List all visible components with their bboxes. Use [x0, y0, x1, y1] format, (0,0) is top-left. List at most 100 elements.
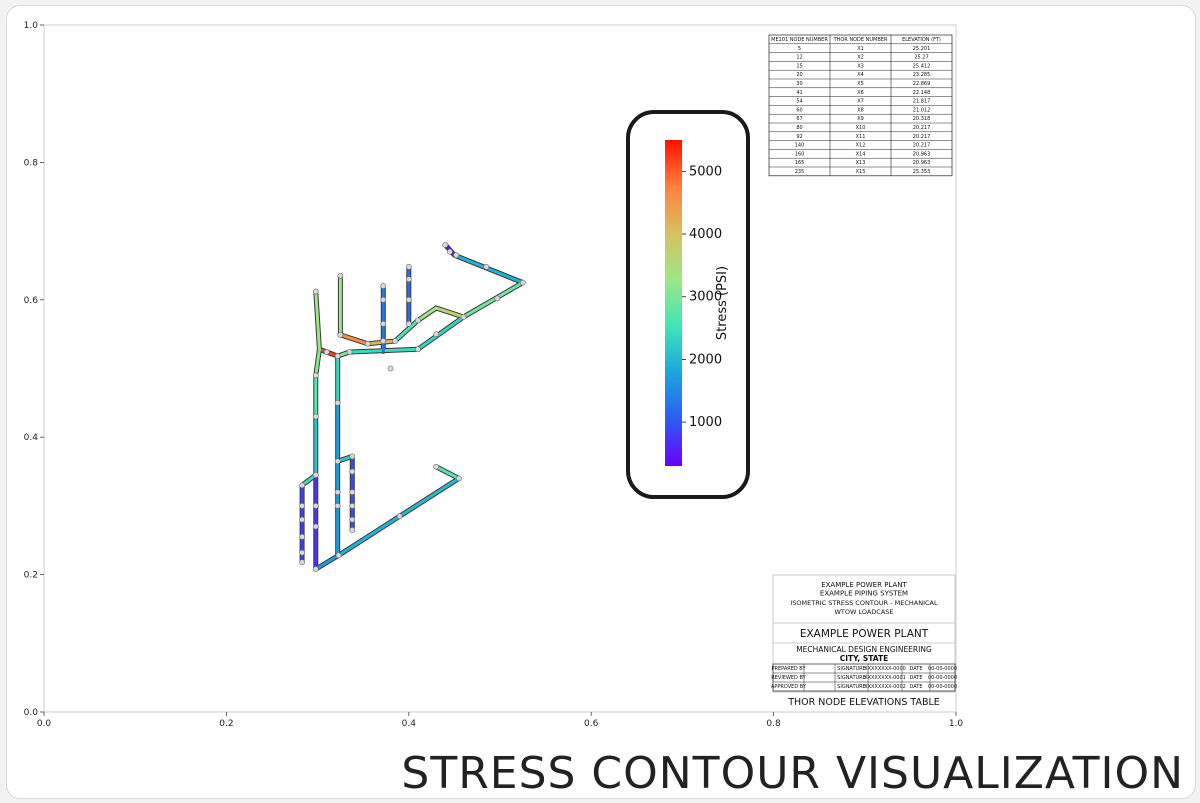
pipe-segment [393, 318, 420, 343]
signature-table-cell: DATE [909, 684, 922, 690]
x-tick-label: 0.8 [766, 719, 781, 729]
node-marker [519, 279, 526, 286]
node-table-cell: X7 [857, 99, 864, 105]
node-marker [392, 338, 399, 344]
node-table-cell: 20.217 [913, 125, 931, 131]
node-marker [349, 468, 356, 475]
pipe-segment [434, 465, 461, 480]
node-marker [323, 349, 330, 355]
signature-table-cell: REVIEWED BY [771, 675, 806, 681]
node-marker [299, 533, 305, 540]
node-table-cell: X15 [856, 169, 866, 175]
y-tick-label: 0.6 [24, 296, 39, 306]
pipe-segment [434, 306, 466, 319]
node-table-cell: X4 [857, 72, 864, 78]
node-table-header: THOR NODE NUMBER [833, 37, 888, 43]
node-table-cell: X3 [857, 63, 864, 69]
node-table-cell: X10 [856, 125, 866, 131]
x-tick-label: 0.0 [37, 719, 52, 729]
node-table-cell: X2 [857, 55, 864, 61]
pipe-segment [314, 347, 321, 377]
x-tick-label: 1.0 [949, 719, 964, 729]
signature-table-cell: DATE [909, 675, 922, 681]
pipe-segment [416, 306, 438, 322]
node-elevation-table: ME101 NODE NUMBER THOR NODE NUMBER ELEVATI… [768, 34, 953, 177]
node-marker [460, 314, 467, 320]
node-marker [349, 516, 356, 523]
colorbar-tick-label: 4000 [689, 227, 722, 242]
node-marker [312, 288, 319, 295]
node-table-cell: 20.217 [913, 134, 931, 140]
signature-table-cell: XXXXXXXX-0001 [864, 675, 906, 681]
pipe-segment [314, 553, 341, 571]
node-table-cell: 160 [795, 151, 805, 157]
node-marker [312, 472, 319, 478]
colorbar-gradient [665, 140, 682, 466]
node-table-cell: 25.353 [913, 169, 931, 175]
node-table-cell: 67 [796, 116, 802, 122]
node-marker [433, 331, 440, 338]
node-marker [446, 248, 453, 255]
node-table-cell: 80 [796, 125, 802, 131]
y-tick-label: 0.2 [24, 571, 38, 581]
node-marker [299, 549, 305, 556]
node-marker [312, 372, 319, 379]
axis-ticks: 0.0 0.2 0.4 0.6 0.8 1.0 0.0 0.2 0.4 0.6 0.8 1.0 [24, 21, 964, 729]
plot-axes-box [43, 24, 957, 713]
figure-frame [6, 5, 1196, 799]
signature-table-cell: SIGNATURE [837, 666, 866, 672]
node-table-cell: X13 [856, 160, 866, 166]
node-marker [346, 349, 353, 355]
node-table-cell: 92 [796, 134, 802, 140]
node-marker [349, 489, 356, 496]
node-marker [415, 346, 421, 353]
colorbar-frame [626, 110, 750, 499]
node-table-cell: X9 [857, 116, 864, 122]
node-marker [334, 458, 341, 465]
node-table-cell: 165 [795, 160, 805, 166]
table-footer-title: THOR NODE ELEVATIONS TABLE [787, 697, 940, 708]
y-tick-label: 1.0 [24, 21, 39, 31]
signature-table-frame [772, 663, 956, 692]
node-table-cell: 21.012 [913, 107, 931, 113]
signature-table-cell: XXXXXXXX-0002 [864, 684, 906, 690]
pipe-segment [314, 290, 321, 351]
node-table-cell: 5 [798, 46, 801, 52]
y-tick-label: 0.4 [24, 433, 39, 443]
company-name: EXAMPLE POWER PLANT [800, 628, 929, 640]
node-table-cell: X8 [857, 107, 864, 113]
colorbar-tick-label: 3000 [689, 290, 722, 305]
node-marker [312, 502, 319, 509]
node-marker [433, 463, 440, 470]
node-table-cell: 21.817 [913, 99, 931, 105]
x-tick-label: 0.4 [402, 719, 417, 729]
node-table-header: ELEVATION (FT) [902, 37, 941, 43]
signature-table-cell: 00-00-0000 [928, 666, 957, 672]
node-marker [396, 513, 403, 520]
node-marker [415, 317, 421, 324]
node-table-cell: X12 [856, 143, 866, 149]
node-marker [337, 331, 344, 338]
colorbar-tick-label: 5000 [689, 164, 722, 179]
node-marker [312, 523, 319, 530]
y-tick-label: 0.0 [24, 708, 39, 718]
node-table-cell: 23.285 [913, 72, 931, 78]
node-marker [312, 566, 319, 573]
node-table-cell: X1 [857, 46, 864, 52]
node-marker [349, 502, 356, 509]
node-marker [405, 276, 412, 283]
visualization-caption: STRESS CONTOUR VISUALIZATION [401, 748, 1184, 799]
colorbar-tick-label: 1000 [689, 415, 722, 430]
title-line-2: EXAMPLE PIPING SYSTEM [820, 590, 908, 598]
node-marker [380, 283, 387, 289]
colorbar-tick-label: 2000 [689, 352, 722, 367]
node-table-cell: 22.869 [913, 81, 931, 87]
node-marker [494, 295, 501, 302]
node-table-cell: X6 [857, 90, 864, 96]
y-tick-label: 0.8 [24, 158, 39, 168]
pipe-segment [452, 253, 525, 285]
pipe-segment [337, 514, 402, 557]
title-line-1: EXAMPLE POWER PLANT [821, 581, 907, 589]
signature-table-cell: XXXXXXXX-0000 [864, 666, 906, 672]
